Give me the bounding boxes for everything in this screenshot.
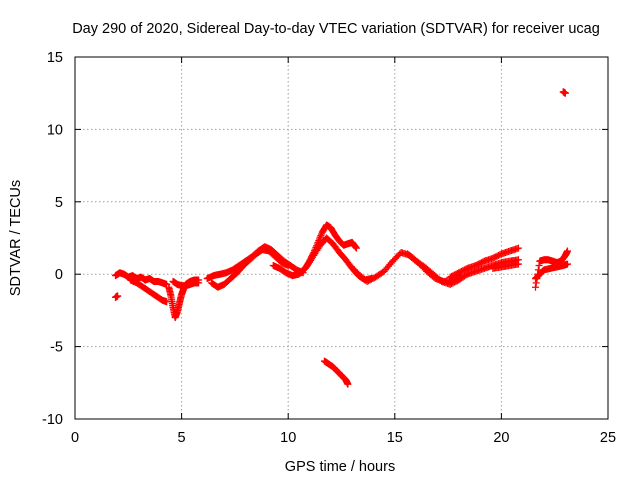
x-tick-label: 10	[280, 430, 296, 446]
y-axis-label: SDTVAR / TECUs	[8, 180, 24, 296]
data-point	[563, 260, 571, 268]
data-point	[535, 262, 543, 270]
series-arc-early-1	[112, 269, 171, 288]
chart-title: Day 290 of 2020, Sidereal Day-to-day VTE…	[72, 21, 600, 37]
series-arc-end-2	[532, 260, 571, 283]
x-tick-label: 25	[600, 430, 616, 446]
data-point	[514, 244, 522, 252]
series-outlier-low	[320, 357, 352, 388]
data-point	[114, 292, 122, 300]
plot-area: 0 5 10 15 20 25 -10 -5 0 5 10 15	[42, 50, 616, 446]
series-arc-early-3	[112, 292, 122, 301]
data-point	[352, 243, 360, 251]
y-tick-label: 5	[55, 195, 63, 211]
series-arc-end	[532, 247, 571, 291]
x-tick-label: 5	[178, 430, 186, 446]
series-arc-rise-2	[207, 246, 292, 291]
series-outlier-high	[559, 88, 569, 97]
data-point	[284, 262, 292, 270]
x-tick-label: 20	[493, 430, 509, 446]
plot-border	[74, 56, 609, 420]
data-point	[561, 89, 569, 97]
data-point	[563, 247, 571, 255]
data-point	[195, 279, 203, 287]
x-axis-label: GPS time / hours	[285, 459, 395, 475]
data-point	[532, 283, 540, 291]
data-point	[352, 244, 360, 252]
data-point	[344, 380, 352, 388]
y-tick-label: 0	[55, 267, 63, 283]
series-arc-dip-2	[169, 277, 203, 290]
x-tick-label: 0	[71, 430, 79, 446]
data-point	[514, 260, 522, 268]
y-tick-label: -10	[42, 412, 63, 428]
series-arc-early-2	[126, 276, 171, 306]
y-tick-label: -5	[50, 340, 63, 356]
series-arc-loop	[269, 221, 360, 280]
y-tick-label: 15	[47, 50, 63, 66]
y-tick-label: 10	[47, 122, 63, 138]
series-arc-late-2	[489, 260, 522, 272]
x-tick-label: 15	[387, 430, 403, 446]
series-arc-late	[446, 244, 522, 281]
